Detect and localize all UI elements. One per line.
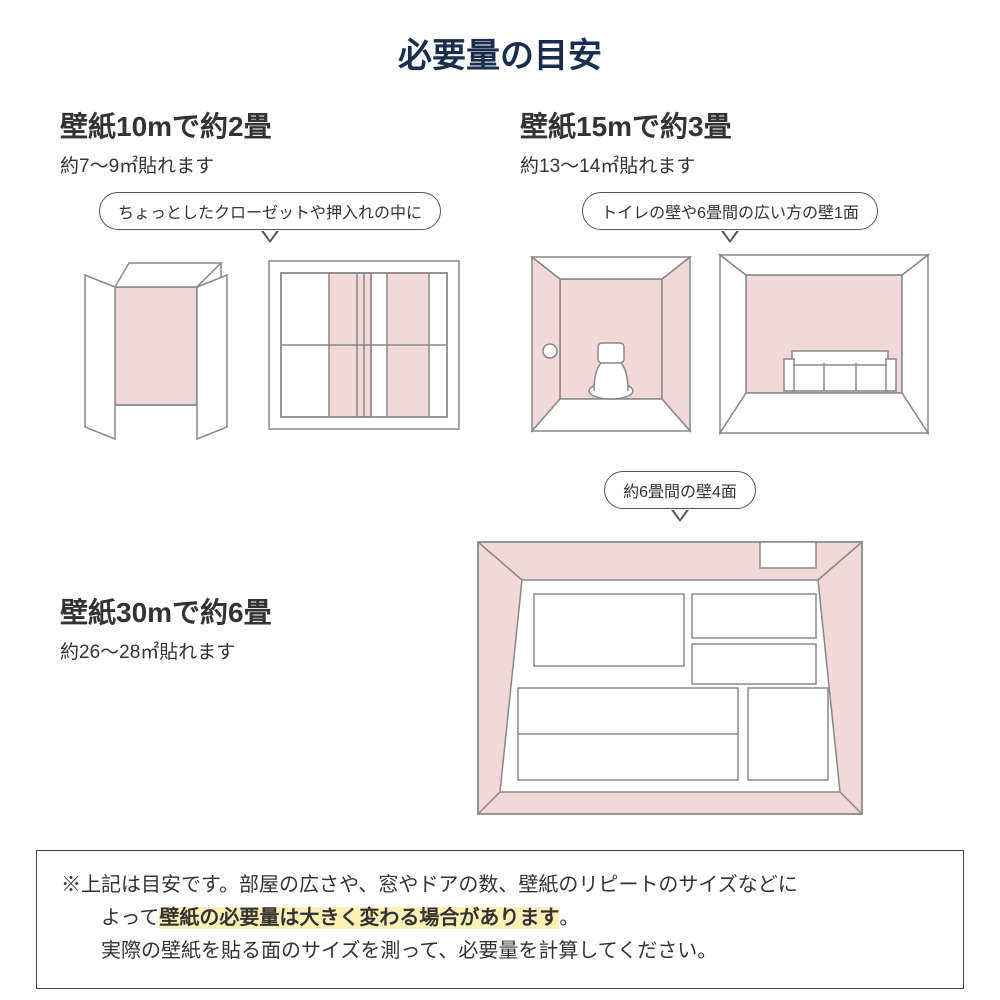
section-30m-sub: 約26～28㎡貼れます xyxy=(60,637,430,664)
room-topdown-illustration xyxy=(460,528,880,828)
callout-pointer-icon xyxy=(721,231,739,243)
note-line2-indent: よって xyxy=(61,907,159,929)
note-highlight-suffix: 。 xyxy=(559,907,579,929)
section-10m-sub: 約7～9㎡貼れます xyxy=(60,151,480,178)
section-15m-illustrations xyxy=(520,251,940,441)
callout-pointer-icon xyxy=(671,510,689,522)
note-line3: 実際の壁紙を貼る面のサイズを測って、必要量を計算してください。 xyxy=(61,940,717,962)
section-30m-callout: 約6畳間の壁4面 xyxy=(604,471,756,509)
note-line1: ※上記は目安です。部屋の広さや、窓やドアの数、壁紙のリピートのサイズなどに xyxy=(61,874,798,896)
section-15m: 壁紙15mで約3畳 約13～14㎡貼れます トイレの壁や6畳間の広い方の壁1面 xyxy=(520,105,940,441)
oshiire-illustration xyxy=(259,251,469,441)
note-highlight: 壁紙の必要量は大きく変わる場合があります xyxy=(159,907,559,929)
section-30m: 壁紙30mで約6畳 約26～28㎡貼れます 約6畳間の壁4面 xyxy=(60,471,940,828)
callout-pointer-icon xyxy=(261,231,279,243)
section-10m-illustrations xyxy=(60,251,480,441)
section-10m-callout: ちょっとしたクローゼットや押入れの中に xyxy=(99,192,441,230)
section-10m-heading: 壁紙10mで約2畳 xyxy=(60,105,480,145)
page-title: 必要量の目安 xyxy=(0,0,1000,77)
section-15m-sub: 約13～14㎡貼れます xyxy=(520,151,940,178)
section-10m: 壁紙10mで約2畳 約7～9㎡貼れます ちょっとしたクローゼットや押入れの中に xyxy=(60,105,480,441)
living-wall-illustration xyxy=(714,251,934,441)
note-box: ※上記は目安です。部屋の広さや、窓やドアの数、壁紙のリピートのサイズなどに よっ… xyxy=(36,850,964,989)
section-30m-heading: 壁紙30mで約6畳 xyxy=(60,591,430,631)
section-15m-heading: 壁紙15mで約3畳 xyxy=(520,105,940,145)
closet-illustration xyxy=(71,251,241,441)
toilet-room-illustration xyxy=(526,251,696,441)
section-15m-callout: トイレの壁や6畳間の広い方の壁1面 xyxy=(582,192,878,230)
sections-container: 壁紙10mで約2畳 約7～9㎡貼れます ちょっとしたクローゼットや押入れの中に xyxy=(0,77,1000,828)
